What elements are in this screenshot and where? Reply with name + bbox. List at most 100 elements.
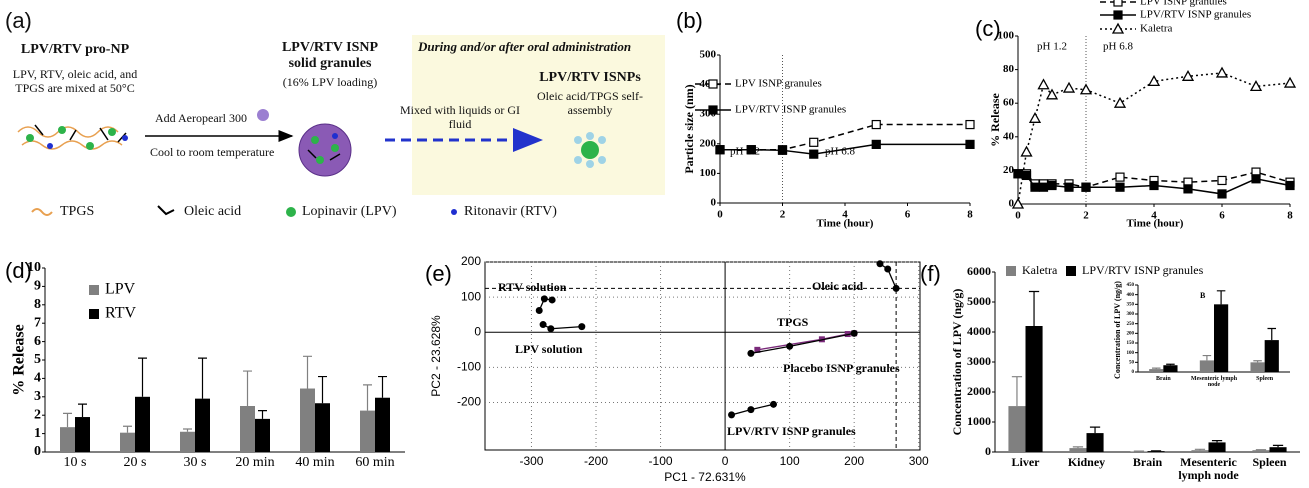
step-title: LPV/RTV ISNP solid granules bbox=[281, 40, 379, 72]
step-title: LPV/RTV pro-NP bbox=[20, 42, 130, 57]
point bbox=[548, 296, 556, 304]
pro-np-icon bbox=[17, 124, 128, 150]
x-tick-label: 4 bbox=[1151, 210, 1157, 222]
legend-label: LPV ISNP granules bbox=[1140, 0, 1227, 8]
step-text: Oleic acid/TPGS self-assembly bbox=[537, 89, 643, 117]
legend-swatch bbox=[89, 285, 99, 295]
y-tick-label: 2000 bbox=[967, 384, 991, 398]
marker bbox=[1021, 170, 1032, 181]
x-tick-label: 20 s bbox=[123, 455, 147, 470]
error-bar bbox=[198, 357, 207, 399]
legend-icon bbox=[31, 208, 53, 216]
error-bar bbox=[123, 425, 132, 433]
x-tick-label: Spleen bbox=[1256, 376, 1274, 382]
step-text: LPV, RTV, oleic acid, and TPGS are mixed… bbox=[12, 67, 138, 95]
legend-label: LPV bbox=[105, 281, 136, 298]
point bbox=[747, 406, 755, 414]
step-note: (16% LPV loading) bbox=[282, 75, 378, 89]
x-tick-label: 60 min bbox=[355, 455, 395, 470]
marker bbox=[1030, 182, 1040, 192]
legend-label: Ritonavir (RTV) bbox=[464, 204, 557, 219]
arrow-text: Mixed with liquids or GI fluid bbox=[400, 103, 520, 131]
error-bar bbox=[243, 370, 252, 406]
marker bbox=[1149, 180, 1159, 191]
x-axis-label: Time (hour) bbox=[1127, 218, 1184, 230]
y-tick-label: -200 bbox=[457, 395, 481, 409]
y-axis-label: Particle size (nm) bbox=[682, 84, 696, 173]
bar bbox=[1147, 451, 1165, 452]
error-bar bbox=[1166, 363, 1175, 366]
arrow-text: Add Aeropearl 300 bbox=[155, 111, 247, 125]
y-tick-label: 60 bbox=[1003, 97, 1015, 109]
step-title: LPV/RTV ISNPs bbox=[539, 70, 641, 85]
y-tick-label: 20 bbox=[1003, 164, 1015, 176]
y-tick-label: 1 bbox=[34, 426, 41, 441]
marker bbox=[1013, 169, 1023, 179]
y-axis-label: % Release bbox=[11, 324, 28, 396]
x-tick-label: 0 bbox=[722, 454, 729, 468]
bar bbox=[1199, 360, 1214, 372]
error-bar bbox=[318, 375, 327, 404]
y-tick-label: 300 bbox=[1127, 312, 1135, 317]
error-bar bbox=[1253, 360, 1262, 363]
y-tick-label: 350 bbox=[1127, 302, 1135, 307]
bar bbox=[75, 417, 90, 452]
isnp-icon bbox=[574, 132, 606, 168]
legend-label: LPV/RTV ISNP granules bbox=[1082, 263, 1204, 277]
x-tick-label: 10 s bbox=[63, 455, 87, 470]
marker bbox=[809, 137, 819, 147]
error-bar bbox=[63, 412, 72, 428]
point bbox=[769, 400, 777, 408]
marker bbox=[1249, 80, 1263, 92]
x-axis-label: PC1 - 72.631% bbox=[664, 470, 746, 484]
x-axis-label: Time (hour) bbox=[817, 218, 874, 230]
panel-label: (c) bbox=[975, 16, 1001, 41]
bar bbox=[1191, 450, 1209, 452]
point bbox=[728, 411, 736, 419]
panel-label: (e) bbox=[425, 261, 452, 286]
marker bbox=[708, 79, 718, 89]
point bbox=[547, 325, 555, 333]
marker bbox=[1285, 180, 1295, 191]
bar bbox=[1149, 369, 1164, 372]
arrow-text: Cool to room temperature bbox=[150, 145, 275, 159]
error-bar bbox=[363, 384, 372, 411]
error-bar bbox=[303, 355, 312, 389]
marker bbox=[1028, 111, 1042, 123]
marker bbox=[1251, 174, 1261, 184]
error-bar bbox=[1151, 367, 1161, 370]
marker bbox=[1217, 189, 1227, 199]
error-bar bbox=[378, 375, 387, 398]
legend-label: Kaletra bbox=[1140, 23, 1172, 35]
marker bbox=[1215, 66, 1229, 78]
point bbox=[876, 260, 884, 268]
y-tick-label: 1000 bbox=[967, 414, 991, 428]
bar bbox=[1269, 447, 1287, 452]
legend-icon bbox=[157, 205, 175, 216]
marker bbox=[871, 119, 881, 130]
marker bbox=[1115, 182, 1125, 192]
legend-label: LPV/RTV ISNP granules bbox=[1140, 9, 1251, 21]
x-tick-label: 2 bbox=[780, 209, 786, 221]
bar bbox=[1069, 448, 1087, 452]
bar bbox=[375, 397, 390, 452]
marker bbox=[1020, 145, 1033, 157]
x-tick-label: Liver bbox=[1011, 455, 1040, 469]
marker bbox=[1079, 83, 1093, 95]
error-bar bbox=[1272, 444, 1284, 448]
legend-swatch bbox=[1066, 266, 1076, 276]
y-tick-label: 100 bbox=[998, 30, 1015, 42]
point bbox=[540, 295, 548, 303]
y-tick-label: 0 bbox=[985, 444, 991, 458]
marker bbox=[1064, 182, 1074, 192]
marker bbox=[1037, 78, 1050, 90]
point-label: LPV solution bbox=[515, 342, 583, 356]
y-tick-label: 5 bbox=[34, 352, 41, 367]
y-tick-label: 4 bbox=[34, 371, 41, 386]
x-tick-label: Brain bbox=[1155, 376, 1171, 382]
plot-frame bbox=[484, 261, 921, 451]
bar bbox=[300, 388, 315, 452]
series-line bbox=[750, 332, 855, 355]
x-tick-label: -100 bbox=[649, 454, 673, 468]
